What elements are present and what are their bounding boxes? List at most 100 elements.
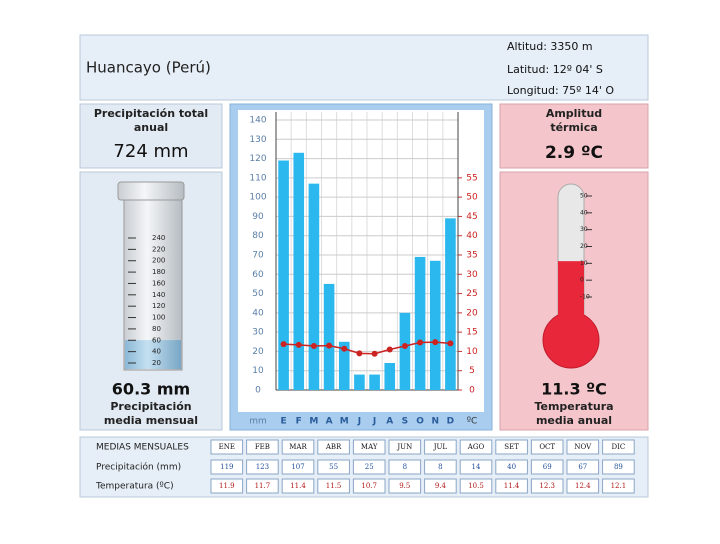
x-tick-label: A: [386, 417, 393, 427]
cell: [246, 459, 279, 475]
cell-value: 11.4: [504, 482, 520, 490]
y-tick-label: 120: [249, 154, 266, 164]
x-tick-label: F: [296, 417, 302, 427]
cell: [317, 439, 350, 455]
x-tick-label: D: [447, 417, 454, 427]
x-tick-label: S: [402, 417, 408, 427]
cell-value: 8: [403, 463, 407, 471]
total-precip-box: [79, 103, 223, 169]
cell: [246, 439, 279, 455]
y2-axis-label: ºC: [467, 417, 478, 427]
temp-dot: [386, 346, 393, 353]
cell: [424, 439, 457, 455]
temp-dot: [310, 343, 317, 350]
month-label: MAY: [361, 443, 378, 451]
cell: [495, 459, 528, 475]
amplitude-box: [499, 103, 649, 169]
x-tick-label: A: [326, 417, 333, 427]
y-tick-label: 20: [252, 347, 264, 357]
bar: [399, 312, 411, 390]
cell: [459, 478, 493, 494]
cylinder-tick-label: 240: [152, 234, 165, 242]
temp-dot: [356, 350, 363, 357]
cylinder-tick-label: 220: [152, 245, 165, 253]
cell: [317, 478, 350, 494]
cylinder-tick-label: 80: [152, 325, 161, 333]
row-label: Precipitación (mm): [96, 462, 181, 473]
cell: [281, 439, 315, 455]
temp-dot: [432, 339, 439, 346]
cylinder-tick-label: 20: [152, 359, 161, 367]
month-label: ABR: [325, 443, 342, 451]
cell-value: 14: [472, 463, 481, 471]
amplitude-label: Amplitud: [546, 107, 602, 120]
cell-value: 69: [543, 463, 552, 471]
cell-value: 89: [614, 463, 623, 471]
cell: [495, 439, 528, 455]
cell: [352, 439, 386, 455]
bar: [429, 260, 441, 390]
cell: [602, 478, 635, 494]
cell-value: 40: [507, 463, 516, 471]
thermo-tick-label: 50: [580, 193, 588, 200]
y2-tick-label: 40: [466, 231, 478, 241]
thermo-tick-label: 30: [580, 226, 588, 233]
y-tick-label: 60: [252, 270, 264, 280]
bar: [445, 218, 456, 390]
y-tick-label: 40: [252, 308, 264, 318]
table-header: MEDIAS MENSUALES: [96, 443, 189, 453]
cell-value: 11.5: [326, 482, 342, 490]
temp-dot: [326, 342, 333, 349]
cell: [317, 459, 350, 475]
cell: [352, 459, 386, 475]
altitude: Altitud: 3350 m: [507, 40, 593, 53]
cell-value: 11.9: [219, 482, 235, 490]
header-box: [79, 34, 649, 101]
bar: [293, 152, 305, 390]
total-precip-label: Precipitación total: [94, 107, 208, 120]
x-tick-label: O: [416, 417, 424, 427]
cell: [388, 459, 422, 475]
bar: [369, 374, 380, 390]
y2-tick-label: 35: [466, 251, 477, 261]
cell: [566, 439, 600, 455]
thermo-tick-label: 20: [580, 243, 588, 250]
cell: [566, 478, 600, 494]
cell: [495, 478, 528, 494]
x-tick-label: M: [340, 417, 349, 427]
bar: [414, 256, 426, 390]
drawn-layer: 0102030405060708090100110120130140051015…: [95, 112, 635, 494]
cell: [388, 439, 422, 455]
cell: [530, 478, 564, 494]
cell: [602, 459, 635, 475]
x-tick-label: E: [281, 417, 287, 427]
temp-dot: [371, 350, 378, 357]
month-label: NOV: [574, 443, 592, 451]
bar: [323, 283, 335, 390]
total-precip: 724 mm: [113, 141, 188, 162]
y-tick-label: 30: [252, 328, 264, 338]
water: [125, 340, 181, 369]
amplitude-label: térmica: [550, 121, 597, 134]
bar: [338, 341, 350, 390]
month-label: JUN: [396, 443, 412, 451]
cell: [459, 439, 493, 455]
y2-tick-label: 0: [469, 386, 475, 396]
month-label: OCT: [539, 443, 555, 451]
temp-dot: [341, 345, 348, 352]
cylinder-tick-label: 180: [152, 268, 165, 276]
temp-dot: [280, 341, 287, 348]
temp-dot: [447, 340, 454, 347]
bar: [308, 183, 320, 390]
mercury: [558, 261, 584, 335]
month-label: SET: [504, 443, 519, 451]
cell-value: 9.5: [399, 482, 410, 490]
month-label: MAR: [289, 443, 307, 451]
y-tick-label: 10: [252, 366, 264, 376]
cell: [602, 439, 635, 455]
mean-precip-label: Precipitación: [110, 400, 191, 413]
mean-precip: 60.3 mm: [112, 380, 190, 399]
y2-tick-label: 45: [466, 212, 477, 222]
amplitude: 2.9 ºC: [545, 143, 603, 163]
cell: [281, 478, 315, 494]
